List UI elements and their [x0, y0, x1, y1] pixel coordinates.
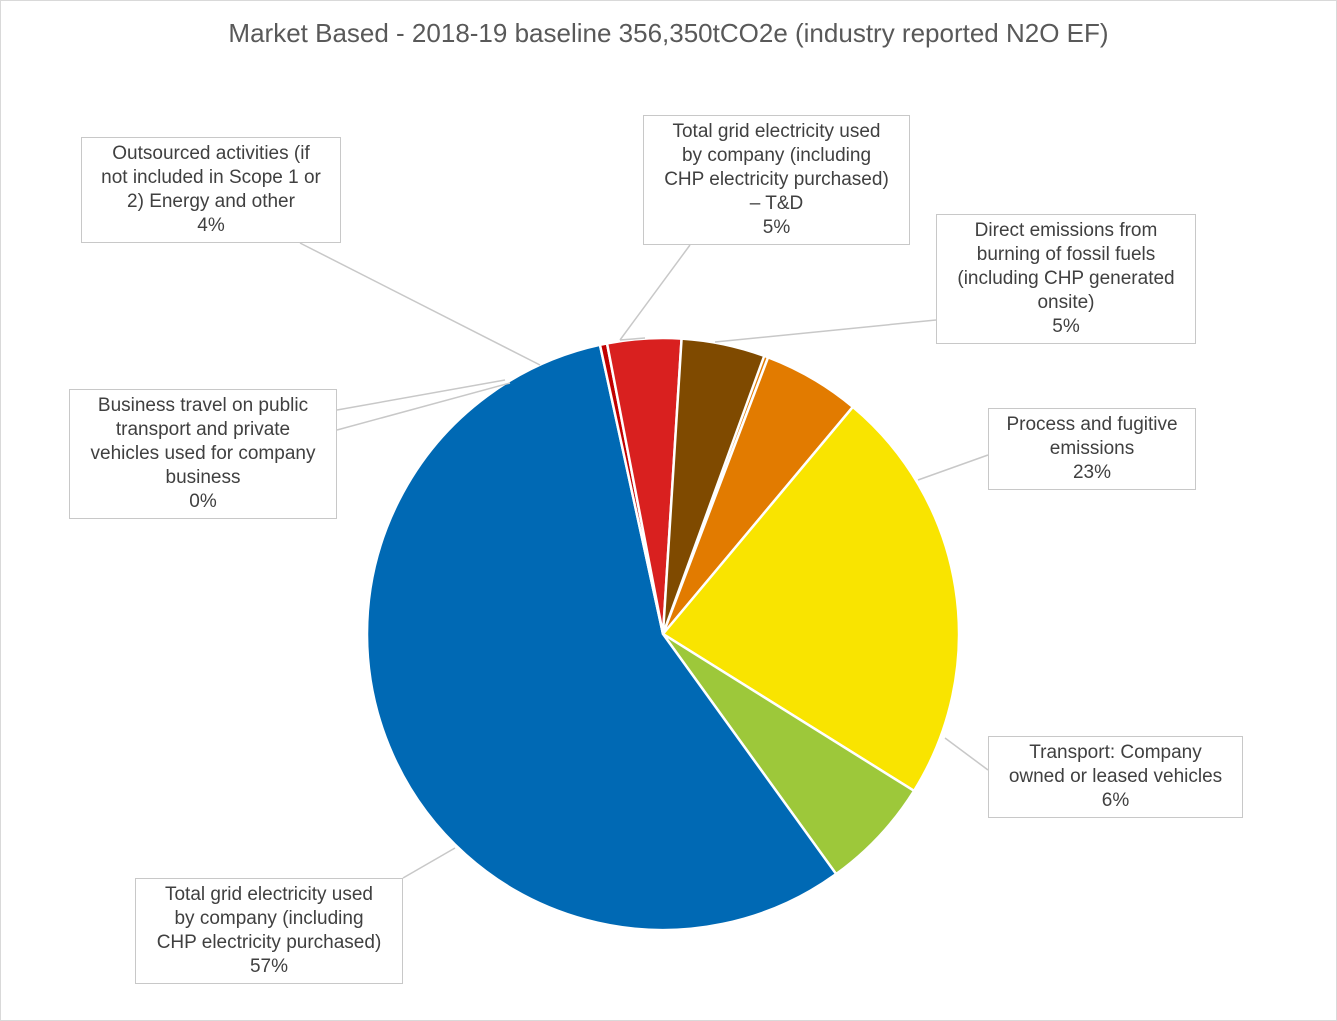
data-label-6-line-0: Outsourced activities (if [112, 143, 310, 164]
data-label-6: Outsourced activities (if not included in… [81, 137, 341, 243]
data-label-6-line-2: 2) Energy and other [127, 191, 295, 212]
leader-line-7 [336, 382, 511, 431]
data-label-5-line-0: Business travel on public [97, 395, 309, 416]
data-label-1: Direct emissions from burning of fossil f… [936, 214, 1196, 344]
data-label-0-percent: 5% [762, 217, 791, 238]
chart-title: Market Based - 2018-19 baseline 356,350t… [228, 18, 1109, 48]
leader-line-2 [917, 454, 989, 481]
pie-slice-7 [661, 337, 766, 635]
data-label-1-line-0: Direct emissions from [974, 220, 1158, 241]
leader-line-0 [619, 244, 691, 341]
data-label-0-line-0: Total grid electricity used [672, 121, 881, 142]
pie-slice-2 [661, 405, 961, 793]
data-label-1-line-3: onsite) [1037, 292, 1095, 313]
data-label-2-percent: 23% [1072, 462, 1112, 483]
data-label-3-percent: 6% [1101, 790, 1130, 811]
data-label-2: Process and fugitive emissions 23% [988, 408, 1196, 490]
data-label-4-line-2: CHP electricity purchased) [156, 932, 382, 953]
data-label-1-percent: 5% [1052, 316, 1080, 337]
data-label-3-line-1: owned or leased vehicles [1008, 766, 1223, 787]
leader-line-3 [944, 737, 989, 771]
data-label-4-line-1: by company (including [174, 908, 364, 929]
leader-line-8 [619, 337, 646, 341]
data-label-5: Business travel on public transport and p… [69, 389, 337, 519]
data-label-6-line-1: not included in Scope 1 or [101, 167, 321, 188]
data-label-2-line-0: Process and fugitive [1006, 414, 1178, 435]
data-label-4-line-0: Total grid electricity used [164, 884, 374, 905]
leader-line-6 [299, 242, 541, 366]
data-label-0-line-2: CHP electricity purchased) [664, 169, 889, 190]
data-label-5-percent: 0% [189, 491, 217, 512]
data-label-5-line-1: transport and private [115, 419, 291, 440]
data-label-5-line-3: business [165, 467, 241, 488]
data-label-2-line-1: emissions [1049, 438, 1135, 459]
leader-line-1 [714, 319, 937, 343]
data-label-1-line-1: burning of fossil fuels [976, 244, 1156, 265]
data-label-1-line-2: (including CHP generated [957, 268, 1175, 289]
data-label-0: Total grid electricity used by company (i… [643, 115, 910, 245]
leader-line-4 [402, 847, 456, 879]
data-label-6-percent: 4% [197, 215, 225, 236]
data-label-4-percent: 57% [249, 956, 289, 977]
data-label-0-line-1: by company (including [681, 145, 872, 166]
data-label-3: Transport: Company owned or leased vehicl… [988, 736, 1243, 818]
leader-line-5 [336, 379, 506, 411]
pie-slice-4 [365, 343, 838, 932]
data-label-5-line-2: vehicles used for company [90, 443, 316, 464]
data-label-0-line-3: – T&D [749, 193, 804, 214]
data-label-3-line-0: Transport: Company [1029, 742, 1202, 763]
data-label-4: Total grid electricity used by company (i… [135, 878, 403, 984]
